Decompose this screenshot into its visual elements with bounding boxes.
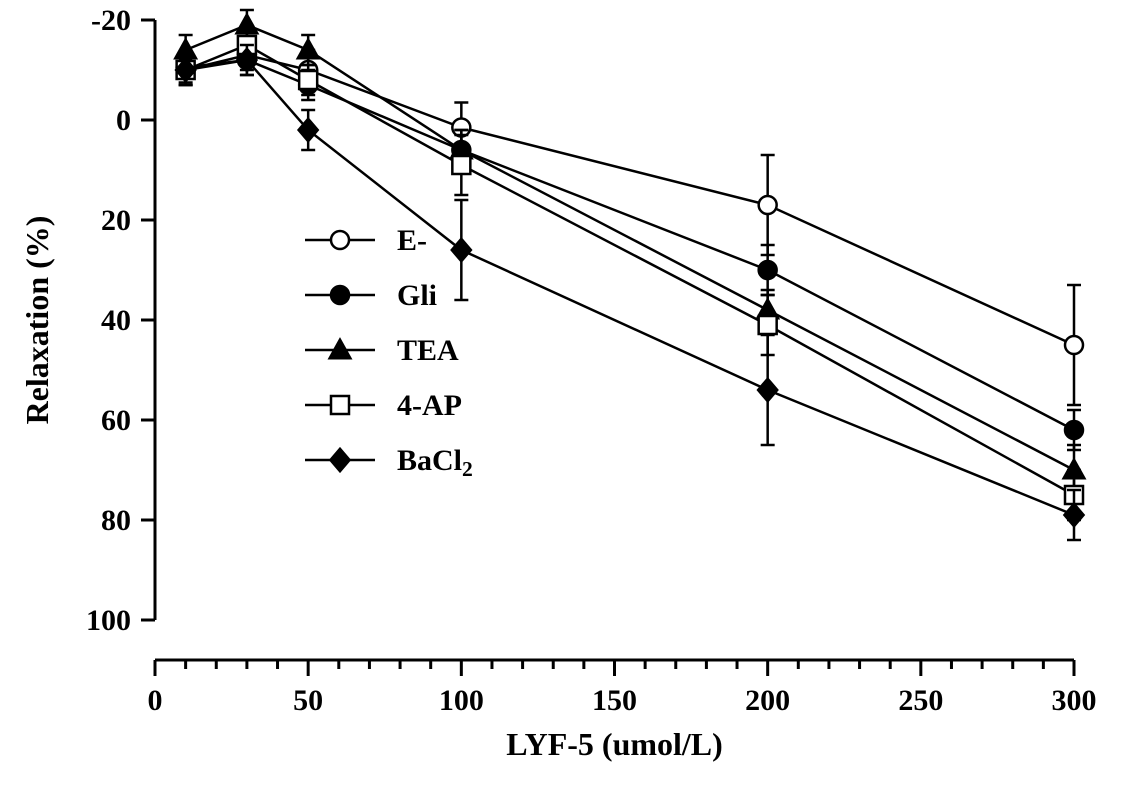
y-tick-label: 100 <box>86 604 131 637</box>
series-BaCl2 <box>176 45 1083 540</box>
y-tick-label: 60 <box>101 404 131 437</box>
y-tick-label: -20 <box>91 4 131 37</box>
x-tick-label: 150 <box>592 684 637 717</box>
y-tick-label: 20 <box>101 204 131 237</box>
x-tick-label: 100 <box>439 684 484 717</box>
x-tick-label: 250 <box>898 684 943 717</box>
series-4-AP <box>177 30 1083 520</box>
x-tick-label: 50 <box>293 684 323 717</box>
legend-label-E-: E- <box>397 224 427 257</box>
relaxation-line-chart: 0 50 100 150 200 250 300 -20 0 20 40 60 80 100 LYF-5 (… <box>0 0 1124 792</box>
legend-label-Gli: Gli <box>397 279 437 312</box>
x-axis-title: LYF-5 (umol/L) <box>506 726 723 762</box>
legend: E- Gli TEA 4-AP BaCl2 <box>305 224 473 481</box>
legend-label-BaCl2: BaCl2 <box>397 444 473 481</box>
legend-label-TEA: TEA <box>397 334 459 367</box>
x-tick-label: 200 <box>745 684 790 717</box>
y-axis-title: Relaxation (%) <box>19 216 55 425</box>
x-tick-label: 300 <box>1052 684 1097 717</box>
chart-container: 0 50 100 150 200 250 300 -20 0 20 40 60 80 100 LYF-5 (… <box>0 0 1124 792</box>
y-tick-label: 40 <box>101 304 131 337</box>
legend-label-4-AP: 4-AP <box>397 389 462 422</box>
y-tick-label: 0 <box>116 104 131 137</box>
x-tick-label: 0 <box>148 684 163 717</box>
y-tick-label: 80 <box>101 504 131 537</box>
series-Gli <box>177 45 1083 450</box>
